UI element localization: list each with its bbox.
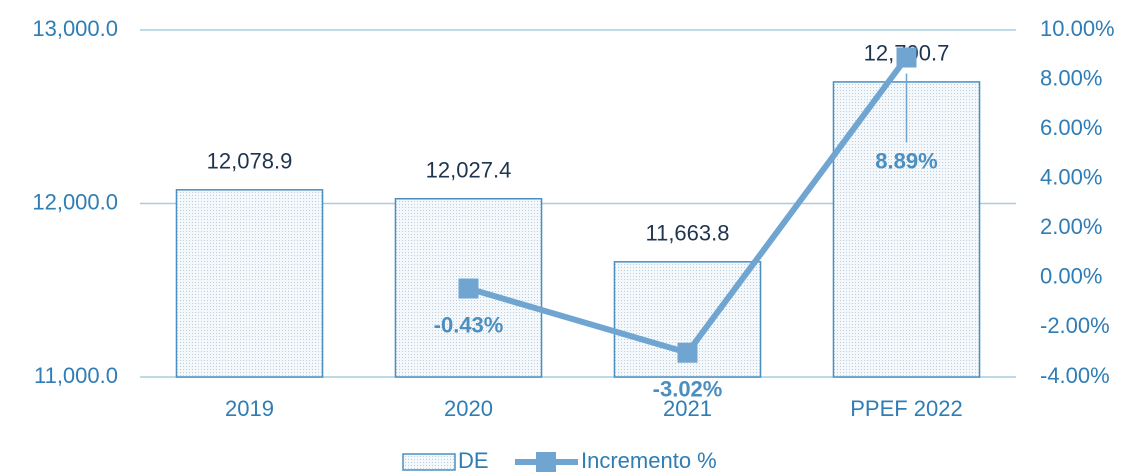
line-value-label: 8.89% [875, 148, 937, 173]
y-tick-label: 11,000.0 [34, 363, 118, 388]
y2-tick-label: 8.00% [1040, 65, 1102, 90]
y2-tick-label: 10.00% [1040, 16, 1115, 41]
y-tick-label: 13,000.0 [32, 16, 118, 41]
bar-value-label: 12,078.9 [207, 149, 293, 174]
legend-label: DE [458, 448, 489, 473]
line-marker [677, 342, 698, 363]
bar [394, 197, 543, 378]
line-marker [458, 278, 479, 299]
x-tick-label: 2020 [444, 396, 493, 421]
y2-tick-label: 6.00% [1040, 115, 1102, 140]
legend-label: Incremento % [581, 448, 717, 473]
y2-tick-label: 2.00% [1040, 214, 1102, 239]
y2-tick-label: 0.00% [1040, 264, 1102, 289]
line-value-label: -3.02% [653, 377, 723, 402]
y2-tick-label: 4.00% [1040, 165, 1102, 190]
y2-tick-label: -4.00% [1040, 363, 1110, 388]
legend-swatch [402, 453, 456, 471]
bar [175, 189, 324, 378]
line-value-label: -0.43% [434, 312, 504, 337]
x-tick-label: 2019 [225, 396, 274, 421]
y2-tick-label: -2.00% [1040, 313, 1110, 338]
x-tick-label: PPEF 2022 [850, 396, 963, 421]
y-tick-label: 12,000.0 [32, 189, 118, 214]
bar-value-label: 12,027.4 [426, 158, 512, 183]
legend-swatch [536, 452, 556, 472]
line-marker [896, 47, 917, 68]
bar-value-label: 11,663.8 [645, 221, 729, 246]
x-tick-label: 2021 [663, 396, 712, 421]
